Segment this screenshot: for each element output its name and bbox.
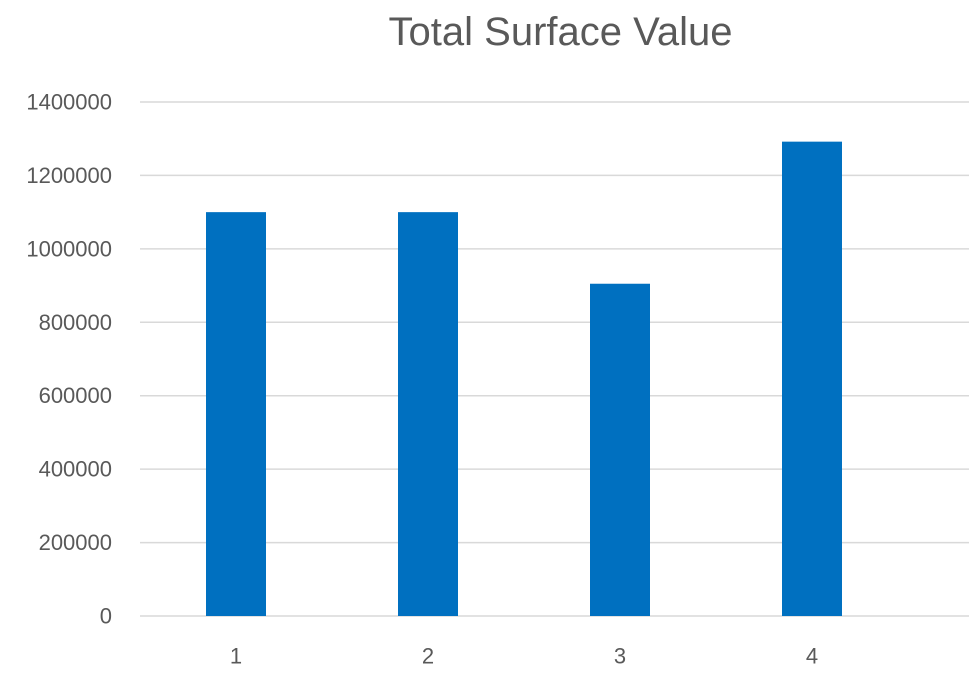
y-tick-label: 200000 [39,530,112,555]
x-tick-label: 2 [422,644,434,669]
x-tick-label: 1 [230,644,242,669]
x-axis-ticks: 1 2 3 4 [230,644,818,669]
y-tick-label: 1000000 [26,236,112,261]
y-tick-label: 0 [100,604,112,629]
chart-title: Total Surface Value [388,10,733,54]
y-tick-label: 1400000 [26,90,112,115]
y-tick-label: 600000 [39,383,112,408]
bar-1 [206,212,266,616]
y-tick-label: 1200000 [26,163,112,188]
y-tick-label: 400000 [39,457,112,482]
x-tick-label: 3 [614,644,626,669]
x-tick-label: 4 [806,644,818,669]
bars [206,141,842,616]
bar-2 [398,212,458,616]
y-axis-ticks: 0 200000 400000 600000 800000 1000000 1200000 1… [26,90,112,629]
bar-4 [782,141,842,616]
bar-3 [590,283,650,616]
y-tick-label: 800000 [39,310,112,335]
